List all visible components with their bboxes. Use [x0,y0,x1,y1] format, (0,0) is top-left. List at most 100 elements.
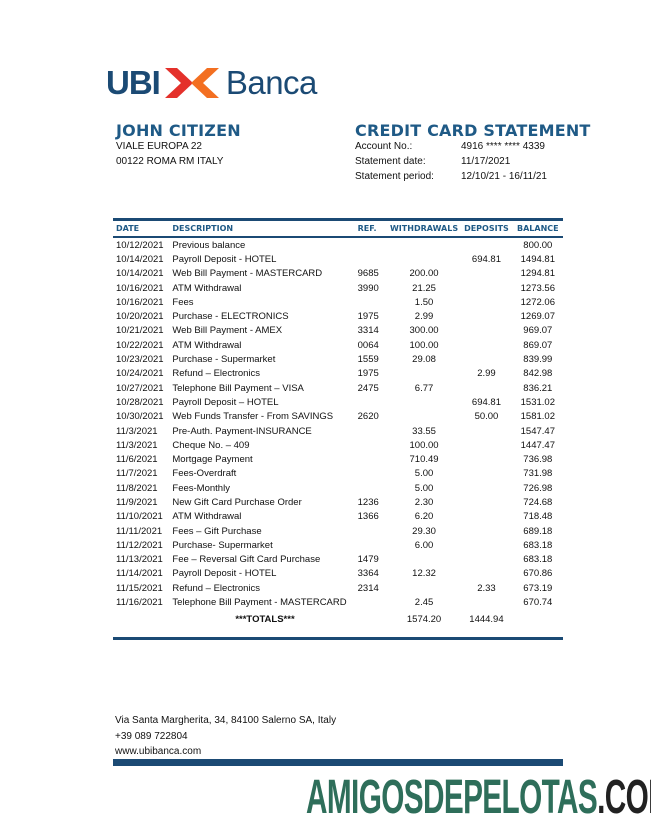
statement-date-label: Statement date: [355,156,426,167]
cell-withdrawal [388,252,460,266]
cell-balance: 670.86 [523,568,553,580]
cell-description: Purchase - Supermarket [172,354,276,366]
cell-deposit [460,524,512,538]
cell-balance: 800.00 [523,239,553,251]
cell-ref: 1479 [357,554,379,566]
cell-deposit [460,510,512,524]
cell-date: 10/22/2021 [116,339,164,351]
cell-balance: 731.98 [523,468,553,480]
cell-date: 11/3/2021 [116,439,158,451]
watermark: AMIGOSDEPELOTAS.COM [306,770,651,825]
cell-withdrawal: 2.99 [414,311,434,323]
logo-text-banca: Banca [225,64,318,101]
cell-ref: 3364 [357,568,379,580]
cell-deposit [460,295,512,309]
table-row: 10/24/2021 Refund – Electronics 1975 2.99 84… [113,367,563,381]
cell-deposit: 50.00 [474,411,499,423]
cell-description: Previous balance [172,239,246,251]
cell-date: 10/14/2021 [116,253,164,265]
footer-website[interactable]: www.ubibanca.com [115,746,202,757]
totals-row: ***TOTALS*** 1574.20 1444.94 [113,610,563,630]
cell-balance: 842.98 [523,368,553,380]
cell-ref [358,237,388,252]
transactions-table: DATE DESCRIPTION REF. WITHDRAWALS DEPOSI… [113,218,563,630]
cell-ref: 1975 [357,311,379,323]
table-row: 11/14/2021 Payroll Deposit - HOTEL 3364 12.… [113,567,563,581]
cell-description: Mortgage Payment [172,454,253,466]
cell-description: New Gift Card Purchase Order [172,496,302,508]
cell-date: 11/11/2021 [116,525,163,537]
table-row: 11/10/2021 ATM Withdrawal 1366 6.20 718.48 [113,510,563,524]
cell-deposit [460,538,512,552]
cell-description: Telephone Bill Payment – VISA [172,382,304,394]
cell-date: 10/20/2021 [116,311,164,323]
account-value: 4916 **** **** 4339 [461,141,545,152]
cell-ref: 2620 [357,411,379,423]
table-row: 10/23/2021 Purchase - Supermarket 1559 29.0… [113,352,563,366]
cell-deposit: 694.81 [471,396,501,408]
cell-balance: 683.18 [523,539,553,551]
cell-date: 11/7/2021 [116,468,158,480]
cell-withdrawal: 12.32 [412,568,436,580]
table-row: 10/16/2021 Fees 1.50 1272.06 [113,295,563,309]
cell-balance: 969.07 [523,325,553,337]
cell-date: 10/27/2021 [116,382,164,394]
cell-description: ATM Withdrawal [172,339,242,351]
cell-description: Web Funds Transfer - From SAVINGS [172,411,334,423]
cell-ref: 2314 [357,582,379,594]
cell-withdrawal: 300.00 [409,325,439,337]
cell-description: Telephone Bill Payment - MASTERCARD [172,597,347,609]
cell-description: Fees – Gift Purchase [172,525,262,537]
cell-withdrawal: 200.00 [409,268,439,280]
cell-ref: 0064 [357,339,379,351]
footer-phone: +39 089 722804 [115,730,188,742]
cell-ref: 1236 [357,496,379,508]
cell-balance: 718.48 [523,511,553,523]
cell-balance: 670.74 [523,597,553,609]
cell-balance: 839.99 [523,354,553,366]
cell-withdrawal [388,395,460,409]
cell-description: Fees [172,296,194,308]
cell-deposit [460,438,512,452]
cell-withdrawal [388,367,460,381]
cell-deposit [460,595,512,609]
cell-date: 10/12/2021 [116,239,164,251]
cell-withdrawal: 29.30 [412,525,436,537]
table-row: 10/14/2021 Payroll Deposit - HOTEL 694.81 1… [113,252,563,266]
table-row: 10/27/2021 Telephone Bill Payment – VISA 2… [113,381,563,395]
cell-deposit [460,567,512,581]
cell-ref: 3990 [357,282,379,294]
cell-ref [358,467,388,481]
cell-date: 11/15/2021 [116,582,163,594]
cell-description: Fees-Overdraft [172,468,237,480]
cell-ref: 1975 [357,368,379,380]
table-bottom-divider [113,637,563,640]
statement-date-value: 11/17/2021 [461,156,511,167]
cell-description: ATM Withdrawal [172,511,242,523]
watermark-suffix: .COM [597,771,651,824]
cell-date: 10/30/2021 [116,411,164,423]
ubi-banca-logo: UBI Banca [106,64,318,101]
cell-withdrawal: 100.00 [409,339,439,351]
cell-balance: 1447.47 [520,439,555,451]
cell-ref [358,424,388,438]
cell-ref [358,524,388,538]
cell-balance: 1269.07 [520,311,555,323]
cell-withdrawal: 2.45 [414,597,434,609]
table-row: 11/3/2021 Pre-Auth. Payment-INSURANCE 33.5… [113,424,563,438]
logo-text-ubi: UBI [106,64,161,101]
cell-withdrawal: 6.20 [414,511,434,523]
cell-deposit: 2.33 [477,582,496,594]
cell-description: Fee – Reversal Gift Card Purchase [172,554,321,566]
table-row: 10/21/2021 Web Bill Payment - AMEX 3314 300… [113,324,563,338]
cell-ref: 1559 [357,354,379,366]
cell-balance: 1273.56 [520,282,555,294]
cell-description: Web Bill Payment - AMEX [172,325,283,337]
table-row: 11/16/2021 Telephone Bill Payment - MASTE… [113,595,563,609]
table-row: 10/16/2021 ATM Withdrawal 3990 21.25 1273.56 [113,281,563,295]
cell-description: Purchase - ELECTRONICS [172,311,289,323]
cell-description: Purchase- Supermarket [172,539,273,551]
table-row: 11/12/2021 Purchase- Supermarket 6.00 683.1… [113,538,563,552]
footer-bar [113,759,563,766]
cell-date: 11/12/2021 [116,539,163,551]
